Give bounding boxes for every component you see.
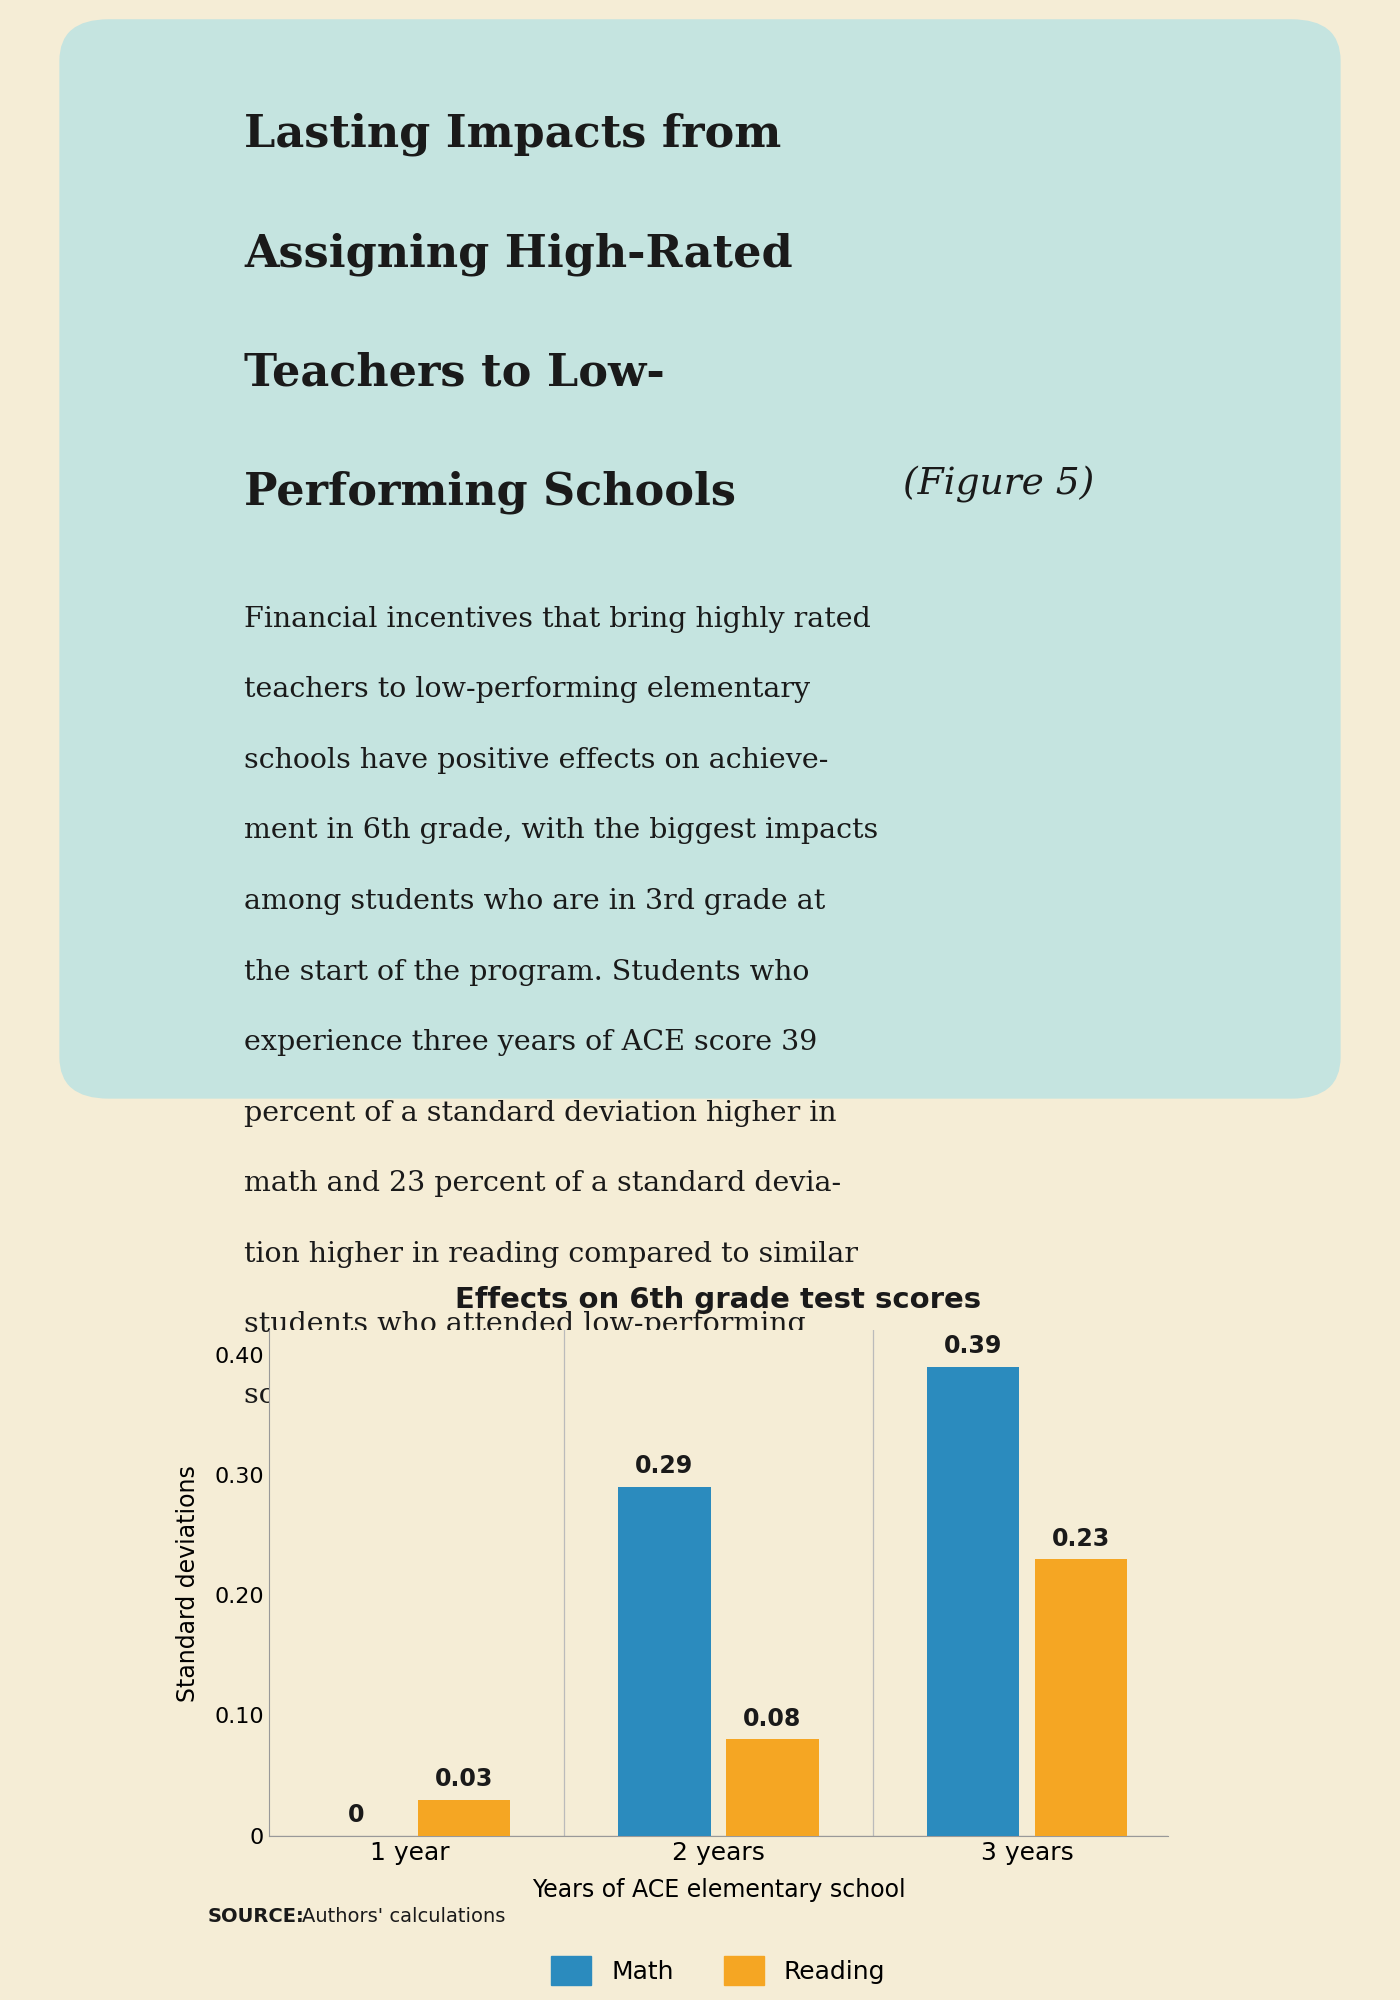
Bar xyxy=(619,1486,711,1836)
Text: 0.08: 0.08 xyxy=(743,1708,802,1732)
Text: Performing Schools: Performing Schools xyxy=(244,470,736,514)
Text: 0: 0 xyxy=(347,1804,364,1828)
Bar xyxy=(727,1740,819,1836)
X-axis label: Years of ACE elementary school: Years of ACE elementary school xyxy=(532,1878,906,1902)
Text: schools have positive effects on achieve-: schools have positive effects on achieve… xyxy=(244,746,829,774)
Text: Teachers to Low-: Teachers to Low- xyxy=(244,352,665,394)
Text: math and 23 percent of a standard devia-: math and 23 percent of a standard devia- xyxy=(244,1170,841,1198)
Text: 0.29: 0.29 xyxy=(636,1454,693,1478)
Text: Financial incentives that bring highly rated: Financial incentives that bring highly r… xyxy=(244,606,871,632)
FancyBboxPatch shape xyxy=(59,20,1341,1098)
Title: Effects on 6th grade test scores: Effects on 6th grade test scores xyxy=(455,1286,981,1314)
Text: schools not in the ACE program.: schools not in the ACE program. xyxy=(244,1382,714,1410)
Text: 0.23: 0.23 xyxy=(1051,1526,1110,1550)
Text: the start of the program. Students who: the start of the program. Students who xyxy=(244,958,809,986)
Bar xyxy=(417,1800,510,1836)
Text: experience three years of ACE score 39: experience three years of ACE score 39 xyxy=(244,1030,818,1056)
Text: ment in 6th grade, with the biggest impacts: ment in 6th grade, with the biggest impa… xyxy=(244,818,878,844)
Text: percent of a standard deviation higher in: percent of a standard deviation higher i… xyxy=(244,1100,837,1126)
Text: among students who are in 3rd grade at: among students who are in 3rd grade at xyxy=(244,888,826,914)
Text: 0.39: 0.39 xyxy=(944,1334,1002,1358)
Text: students who attended low-performing: students who attended low-performing xyxy=(244,1312,806,1338)
Text: (Figure 5): (Figure 5) xyxy=(903,466,1095,502)
Bar xyxy=(927,1366,1019,1836)
Bar xyxy=(1035,1560,1127,1836)
Y-axis label: Standard deviations: Standard deviations xyxy=(176,1464,200,1702)
Text: teachers to low-performing elementary: teachers to low-performing elementary xyxy=(244,676,811,704)
Text: SOURCE:: SOURCE: xyxy=(207,1906,304,1926)
Legend: Math, Reading: Math, Reading xyxy=(552,1956,885,1984)
Text: Authors' calculations: Authors' calculations xyxy=(302,1906,505,1926)
Text: 0.03: 0.03 xyxy=(435,1768,493,1792)
Text: Assigning High-Rated: Assigning High-Rated xyxy=(244,232,792,276)
Text: Lasting Impacts from: Lasting Impacts from xyxy=(244,112,781,156)
Text: tion higher in reading compared to similar: tion higher in reading compared to simil… xyxy=(244,1240,858,1268)
